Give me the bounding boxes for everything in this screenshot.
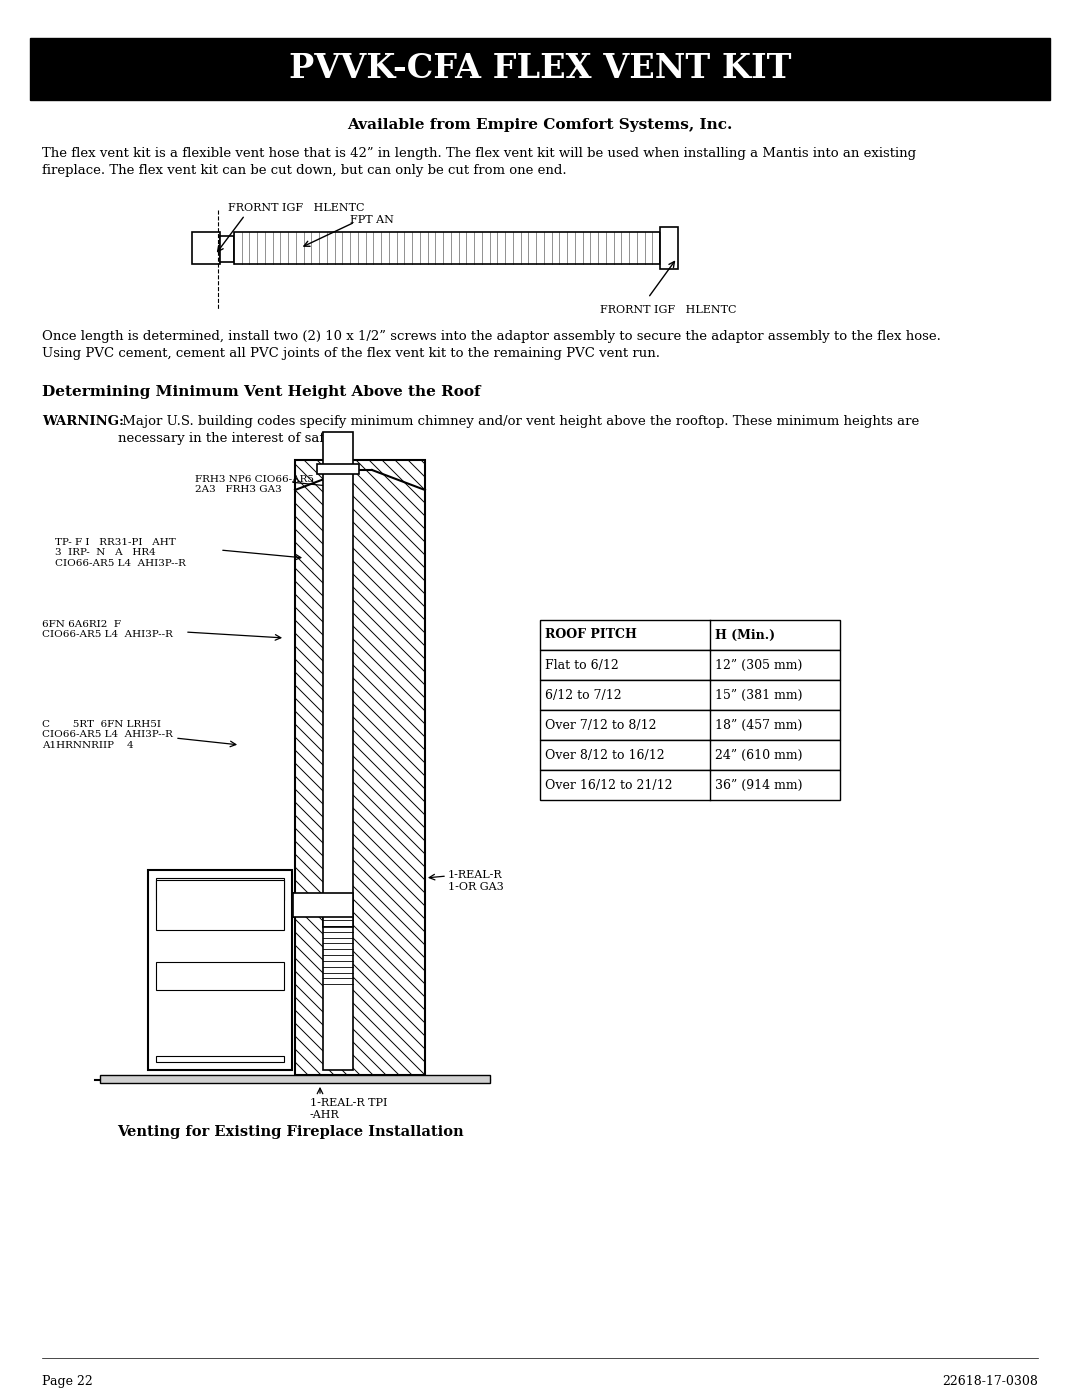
Text: 1-REAL-R TPI
-AHR: 1-REAL-R TPI -AHR — [310, 1098, 388, 1119]
Text: 6FN 6A6RI2  F
CIO66-AR5 L4  AHI3P--R: 6FN 6A6RI2 F CIO66-AR5 L4 AHI3P--R — [42, 620, 173, 640]
Bar — [156, 1056, 284, 1062]
Bar — [295, 460, 426, 1076]
Bar — [540, 710, 840, 740]
Bar — [540, 770, 840, 800]
Text: WARNING:: WARNING: — [42, 415, 124, 427]
Text: 24” (610 mm): 24” (610 mm) — [715, 749, 802, 761]
Text: 22618-17-0308: 22618-17-0308 — [942, 1375, 1038, 1389]
Bar — [156, 877, 284, 900]
Text: FRH3 NP6 CIO66-AR5
2A3   FRH3 GA3: FRH3 NP6 CIO66-AR5 2A3 FRH3 GA3 — [195, 475, 314, 495]
Text: FRORNT IGF   HLENTC: FRORNT IGF HLENTC — [228, 203, 365, 212]
Bar — [156, 963, 284, 990]
Text: Available from Empire Comfort Systems, Inc.: Available from Empire Comfort Systems, I… — [348, 117, 732, 131]
Text: FPT AN: FPT AN — [350, 215, 394, 225]
Text: 6/12 to 7/12: 6/12 to 7/12 — [545, 689, 622, 701]
Text: Over 7/12 to 8/12: Over 7/12 to 8/12 — [545, 718, 657, 732]
Bar — [293, 893, 353, 916]
Bar — [295, 460, 426, 1076]
Bar — [540, 620, 840, 650]
Text: FRORNT IGF   HLENTC: FRORNT IGF HLENTC — [600, 305, 737, 314]
Bar — [156, 880, 284, 930]
Bar — [323, 432, 353, 467]
Bar — [234, 232, 660, 264]
Text: 18” (457 mm): 18” (457 mm) — [715, 718, 802, 732]
Text: 12” (305 mm): 12” (305 mm) — [715, 658, 802, 672]
Text: Page 22: Page 22 — [42, 1375, 93, 1389]
Text: Major U.S. building codes specify minimum chimney and/or vent height above the r: Major U.S. building codes specify minimu… — [118, 415, 919, 446]
Bar — [148, 870, 292, 1070]
Bar — [540, 650, 840, 680]
Text: TP- F I   RR31-PI   AHT
3  IRP-  N   A   HR4
CIO66-AR5 L4  AHI3P--R: TP- F I RR31-PI AHT 3 IRP- N A HR4 CIO66… — [55, 538, 186, 567]
Bar — [660, 226, 678, 270]
Text: Once length is determined, install two (2) 10 x 1/2” screws into the adaptor ass: Once length is determined, install two (… — [42, 330, 941, 360]
Bar — [323, 465, 353, 1070]
Bar — [540, 680, 840, 710]
Text: 36” (914 mm): 36” (914 mm) — [715, 778, 802, 792]
Bar — [100, 1076, 490, 1083]
Text: Determining Minimum Vent Height Above the Roof: Determining Minimum Vent Height Above th… — [42, 386, 481, 400]
Text: The flex vent kit is a flexible vent hose that is 42” in length. The flex vent k: The flex vent kit is a flexible vent hos… — [42, 147, 916, 177]
Bar — [318, 464, 359, 474]
Text: 15” (381 mm): 15” (381 mm) — [715, 689, 802, 701]
Bar — [323, 898, 353, 928]
Text: ROOF PITCH: ROOF PITCH — [545, 629, 637, 641]
Text: Flat to 6/12: Flat to 6/12 — [545, 658, 619, 672]
Text: H (Min.): H (Min.) — [715, 629, 775, 641]
Text: C       5RT  6FN LRH5I
CIO66-AR5 L4  AHI3P--R
A1HRNNRIIP    4: C 5RT 6FN LRH5I CIO66-AR5 L4 AHI3P--R A1… — [42, 719, 173, 750]
Text: Venting for Existing Fireplace Installation: Venting for Existing Fireplace Installat… — [117, 1125, 463, 1139]
Bar — [192, 232, 220, 264]
Text: Over 16/12 to 21/12: Over 16/12 to 21/12 — [545, 778, 673, 792]
Text: 1-REAL-R
1-OR GA3: 1-REAL-R 1-OR GA3 — [448, 870, 503, 891]
Text: Over 8/12 to 16/12: Over 8/12 to 16/12 — [545, 749, 664, 761]
Bar — [220, 236, 234, 263]
Bar — [540, 740, 840, 770]
Bar — [30, 38, 1050, 101]
Text: PVVK-CFA FLEX VENT KIT: PVVK-CFA FLEX VENT KIT — [288, 53, 792, 85]
Bar — [292, 893, 295, 916]
